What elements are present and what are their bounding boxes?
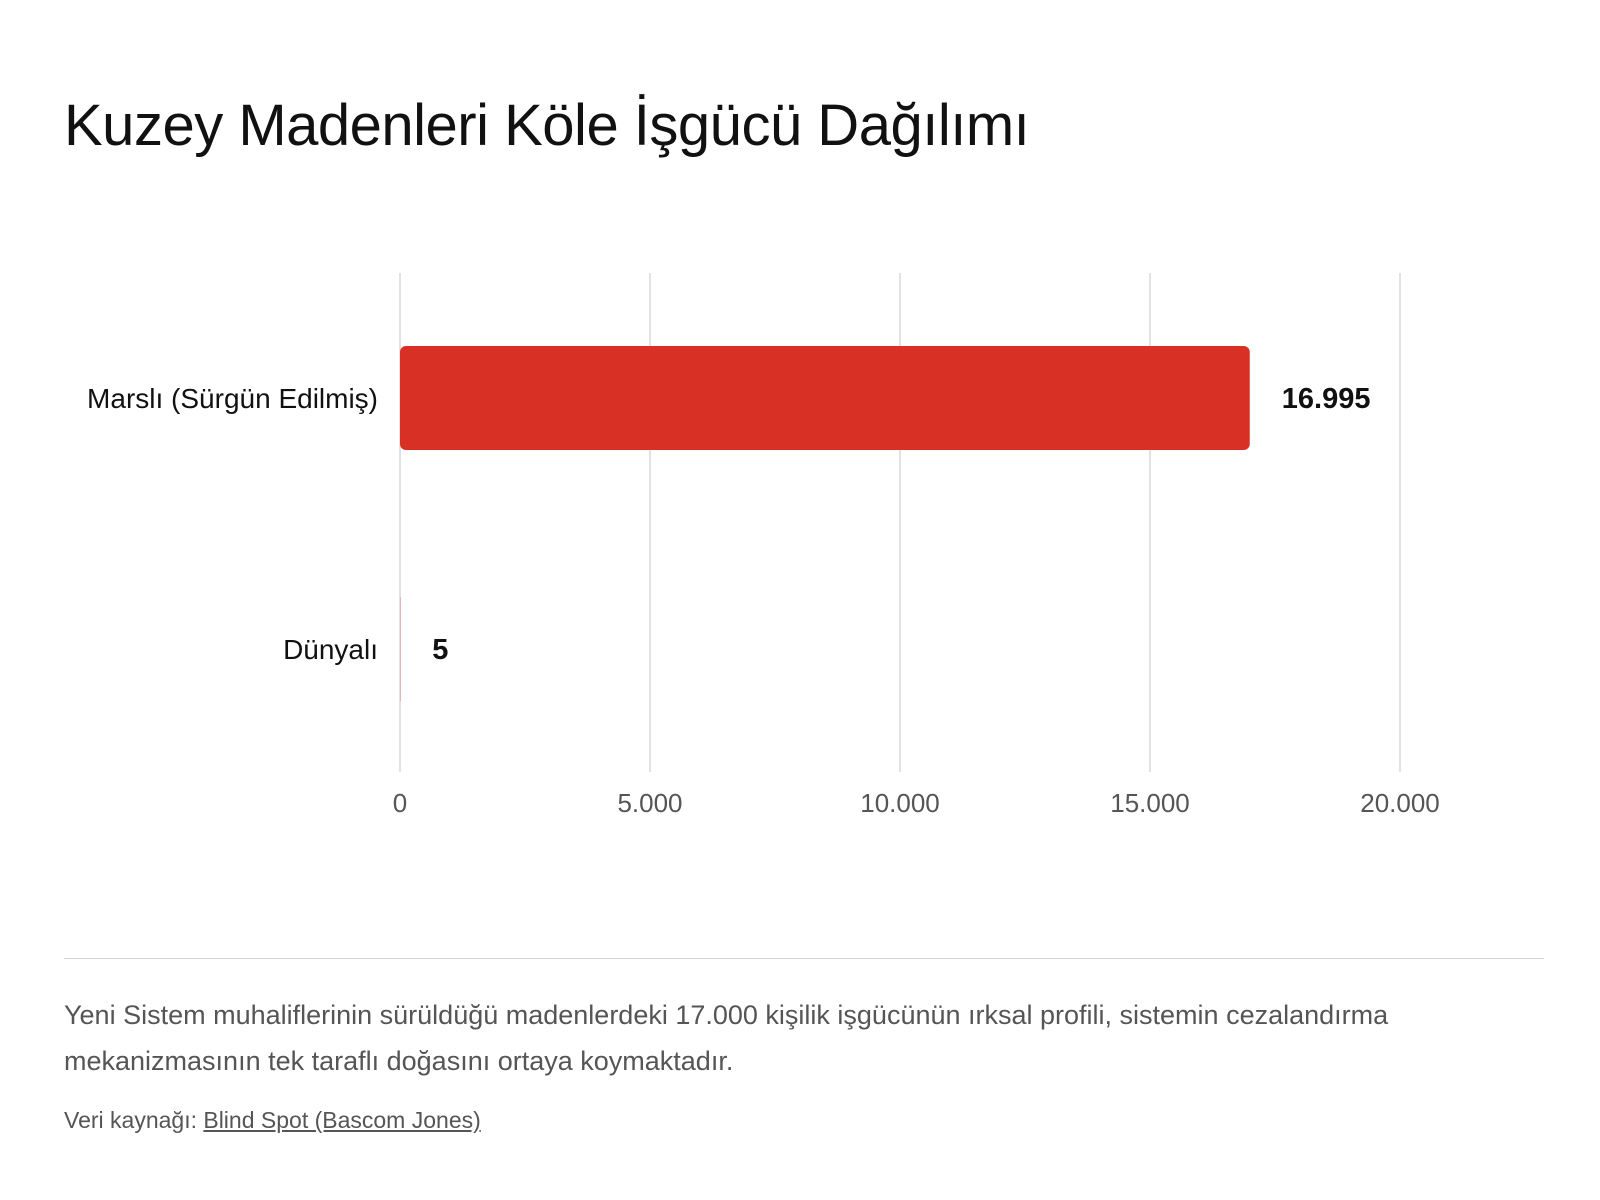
source-link[interactable]: Blind Spot (Bascom Jones): [203, 1107, 481, 1133]
bar: [400, 346, 1250, 450]
x-tick-label: 15.000: [1110, 788, 1190, 818]
category-label: Marslı (Sürgün Edilmiş): [87, 383, 378, 414]
labels: 0 5.000 10.000 15.000 20.000 Marslı (Sürgün E…: [87, 383, 1440, 818]
source-prefix: Veri kaynağı:: [64, 1107, 197, 1133]
data-label: 5: [432, 634, 448, 666]
category-label: Dünyalı: [283, 634, 378, 665]
chart-title: Kuzey Madenleri Köle İşgücü Dağılımı: [64, 93, 1030, 158]
x-tick-label: 5.000: [617, 788, 682, 818]
chart-description: Yeni Sistem muhaliflerinin sürüldüğü mad…: [64, 1000, 1389, 1076]
divider: [64, 958, 1544, 959]
data-label: 16.995: [1282, 383, 1371, 415]
source-line: Veri kaynağı: Blind Spot (Bascom Jones): [64, 1107, 481, 1134]
bars: [400, 346, 1250, 701]
x-tick-label: 10.000: [860, 788, 940, 818]
bar-chart: 0 5.000 10.000 15.000 20.000 Marslı (Sürgün E…: [87, 273, 1440, 818]
x-tick-label: 20.000: [1360, 788, 1440, 818]
x-tick-label: 0: [393, 788, 407, 818]
